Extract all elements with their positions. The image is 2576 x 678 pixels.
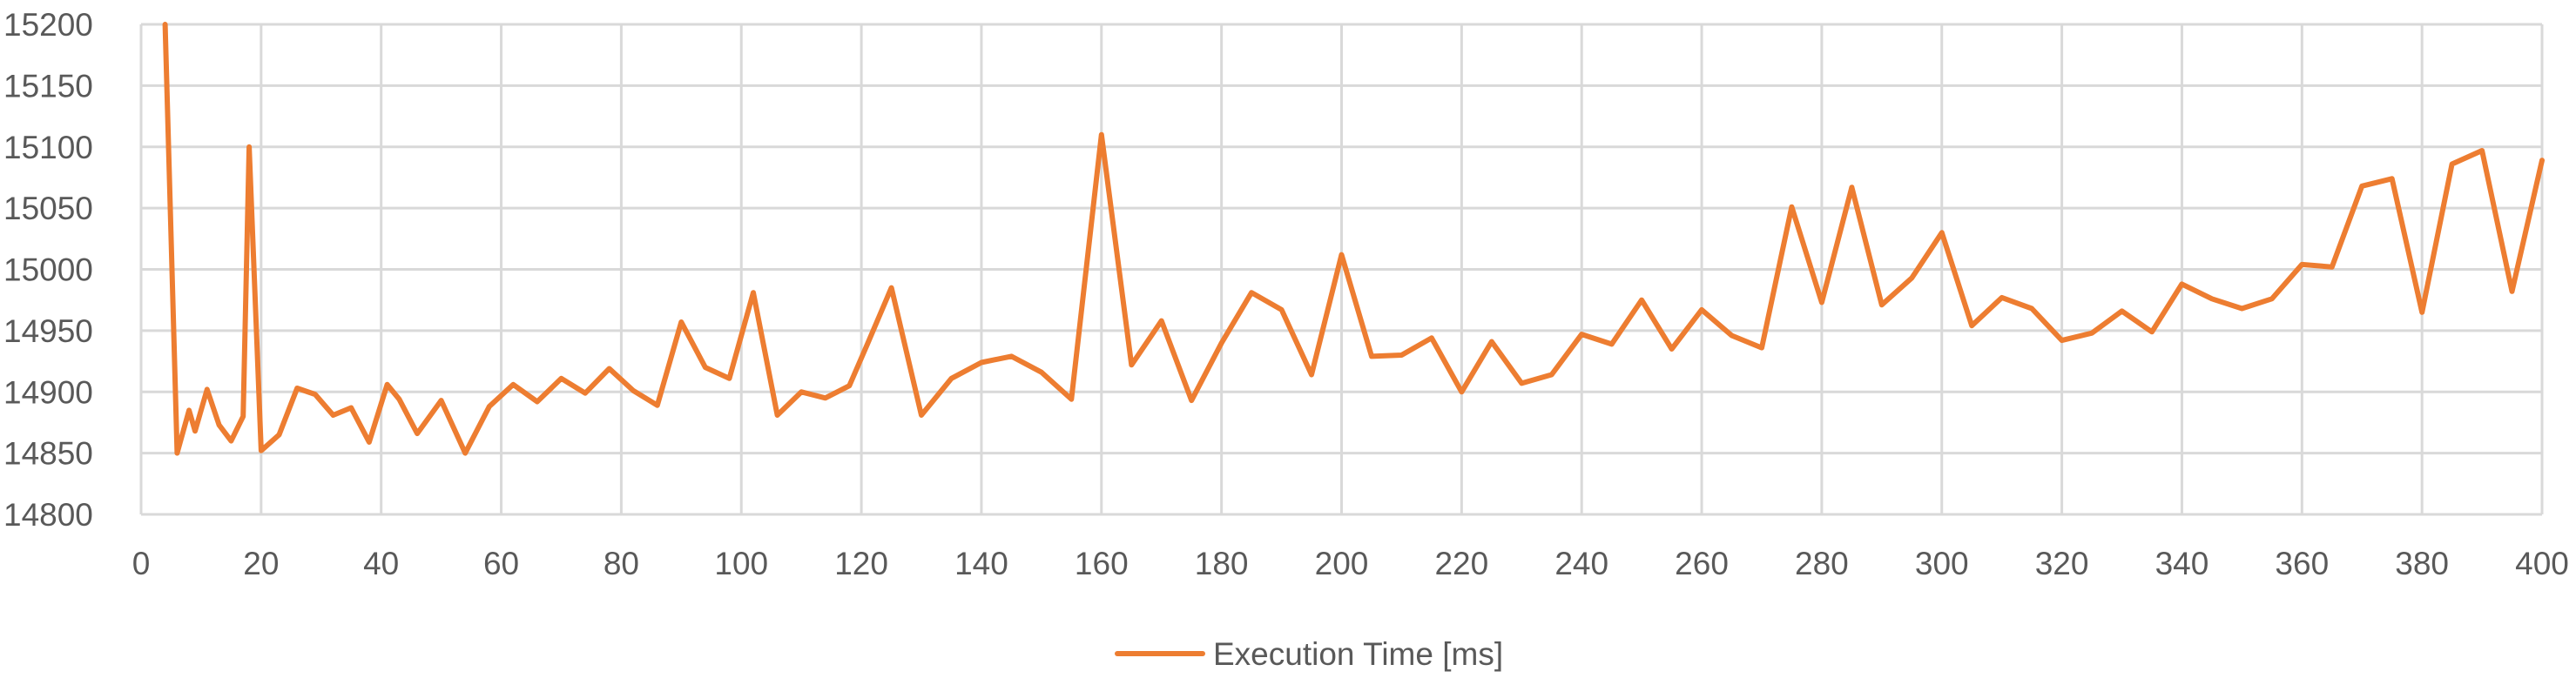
y-tick-label-15200: 15200 [3, 7, 93, 43]
x-tick-label-200: 200 [1315, 546, 1369, 581]
y-tick-label-14850: 14850 [3, 436, 93, 472]
legend-label-execution-time: Execution Time [ms] [1213, 636, 1503, 672]
series-line-0 [162, 22, 2545, 456]
plot-area [162, 22, 2545, 456]
y-tick-label-14950: 14950 [3, 313, 93, 349]
x-tick-label-120: 120 [834, 546, 888, 581]
y-tick-label-15000: 15000 [3, 252, 93, 288]
x-tick-label-160: 160 [1075, 546, 1129, 581]
x-tick-label-100: 100 [714, 546, 768, 581]
grid-lines [139, 23, 2544, 516]
y-tick-label-15150: 15150 [3, 68, 93, 104]
y-tick-label-14800: 14800 [3, 497, 93, 533]
legend: Execution Time [ms] [1115, 636, 1503, 672]
x-tick-label-140: 140 [954, 546, 1008, 581]
x-axis-tick-labels: 0 20 40 60 80 100 120 140 160 180 200 220 240 260 280 3… [132, 546, 2569, 581]
x-tick-label-360: 360 [2275, 546, 2329, 581]
x-tick-label-240: 240 [1554, 546, 1608, 581]
y-axis-tick-labels: 14800 14850 14900 14950 15000 15050 15100 15150… [3, 7, 93, 533]
y-tick-label-15100: 15100 [3, 130, 93, 165]
x-tick-label-0: 0 [132, 546, 151, 581]
x-tick-label-400: 400 [2515, 546, 2569, 581]
x-tick-label-180: 180 [1195, 546, 1249, 581]
x-tick-label-60: 60 [483, 546, 519, 581]
x-tick-label-220: 220 [1434, 546, 1488, 581]
x-tick-label-380: 380 [2395, 546, 2449, 581]
x-tick-label-340: 340 [2155, 546, 2209, 581]
x-tick-label-80: 80 [604, 546, 639, 581]
x-tick-label-300: 300 [1915, 546, 1969, 581]
x-tick-label-320: 320 [2035, 546, 2089, 581]
x-tick-label-260: 260 [1675, 546, 1729, 581]
x-tick-label-20: 20 [243, 546, 279, 581]
x-tick-label-40: 40 [363, 546, 399, 581]
x-tick-label-280: 280 [1795, 546, 1849, 581]
y-tick-label-14900: 14900 [3, 374, 93, 410]
y-tick-label-15050: 15050 [3, 191, 93, 226]
